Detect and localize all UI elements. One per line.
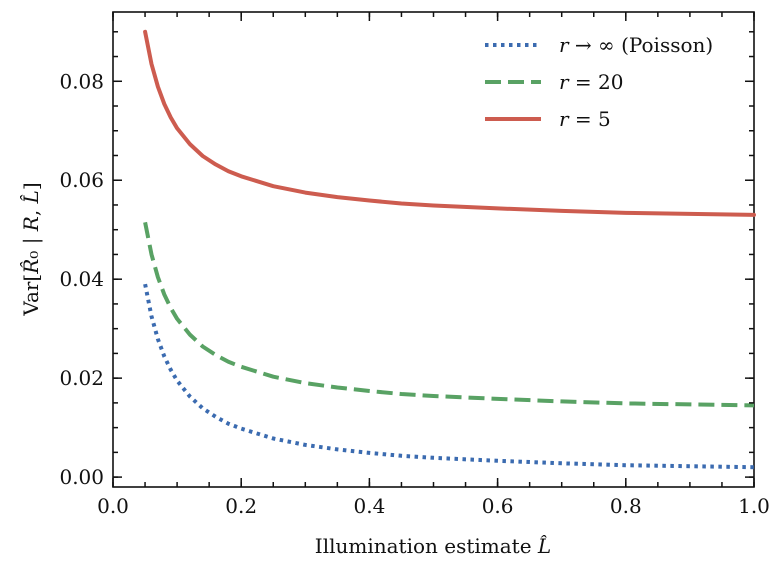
legend: r → ∞ (Poisson) r = 20 r = 5 [485,33,713,131]
y-axis-label: Var[R̂₀ | R, L̂] [19,182,44,316]
x-tick-labels: 0.0 0.2 0.4 0.6 0.8 1.0 [97,494,770,518]
axes-frame [112,11,755,488]
y-tick-label: 0.06 [59,168,104,192]
series-line-2 [143,29,756,217]
x-tick-label: 0.8 [610,494,642,518]
x-tick-label: 1.0 [738,494,770,518]
y-tick-label: 0.02 [59,366,104,390]
legend-label-2: r = 5 [559,107,611,131]
legend-label-0: r → ∞ (Poisson) [559,33,713,57]
series-line-0 [143,283,755,470]
x-tick-label: 0.0 [97,494,129,518]
series-lines [143,29,756,470]
y-tick-label: 0.00 [59,465,104,489]
series-line-1 [143,221,755,408]
y-tick-label: 0.08 [59,69,104,93]
x-tick-label: 0.4 [353,494,385,518]
axis-ticks [112,12,755,487]
x-tick-label: 0.6 [482,494,514,518]
x-axis-label: Illumination estimate L̂ [315,534,551,558]
y-tick-label: 0.04 [59,267,104,291]
y-tick-labels: 0.00 0.02 0.04 0.06 0.08 [59,69,104,489]
legend-label-1: r = 20 [559,70,623,94]
x-tick-label: 0.2 [225,494,257,518]
plot-area: 0.0 0.2 0.4 0.6 0.8 1.0 0.000.020.040.060.08 … [59,11,770,518]
